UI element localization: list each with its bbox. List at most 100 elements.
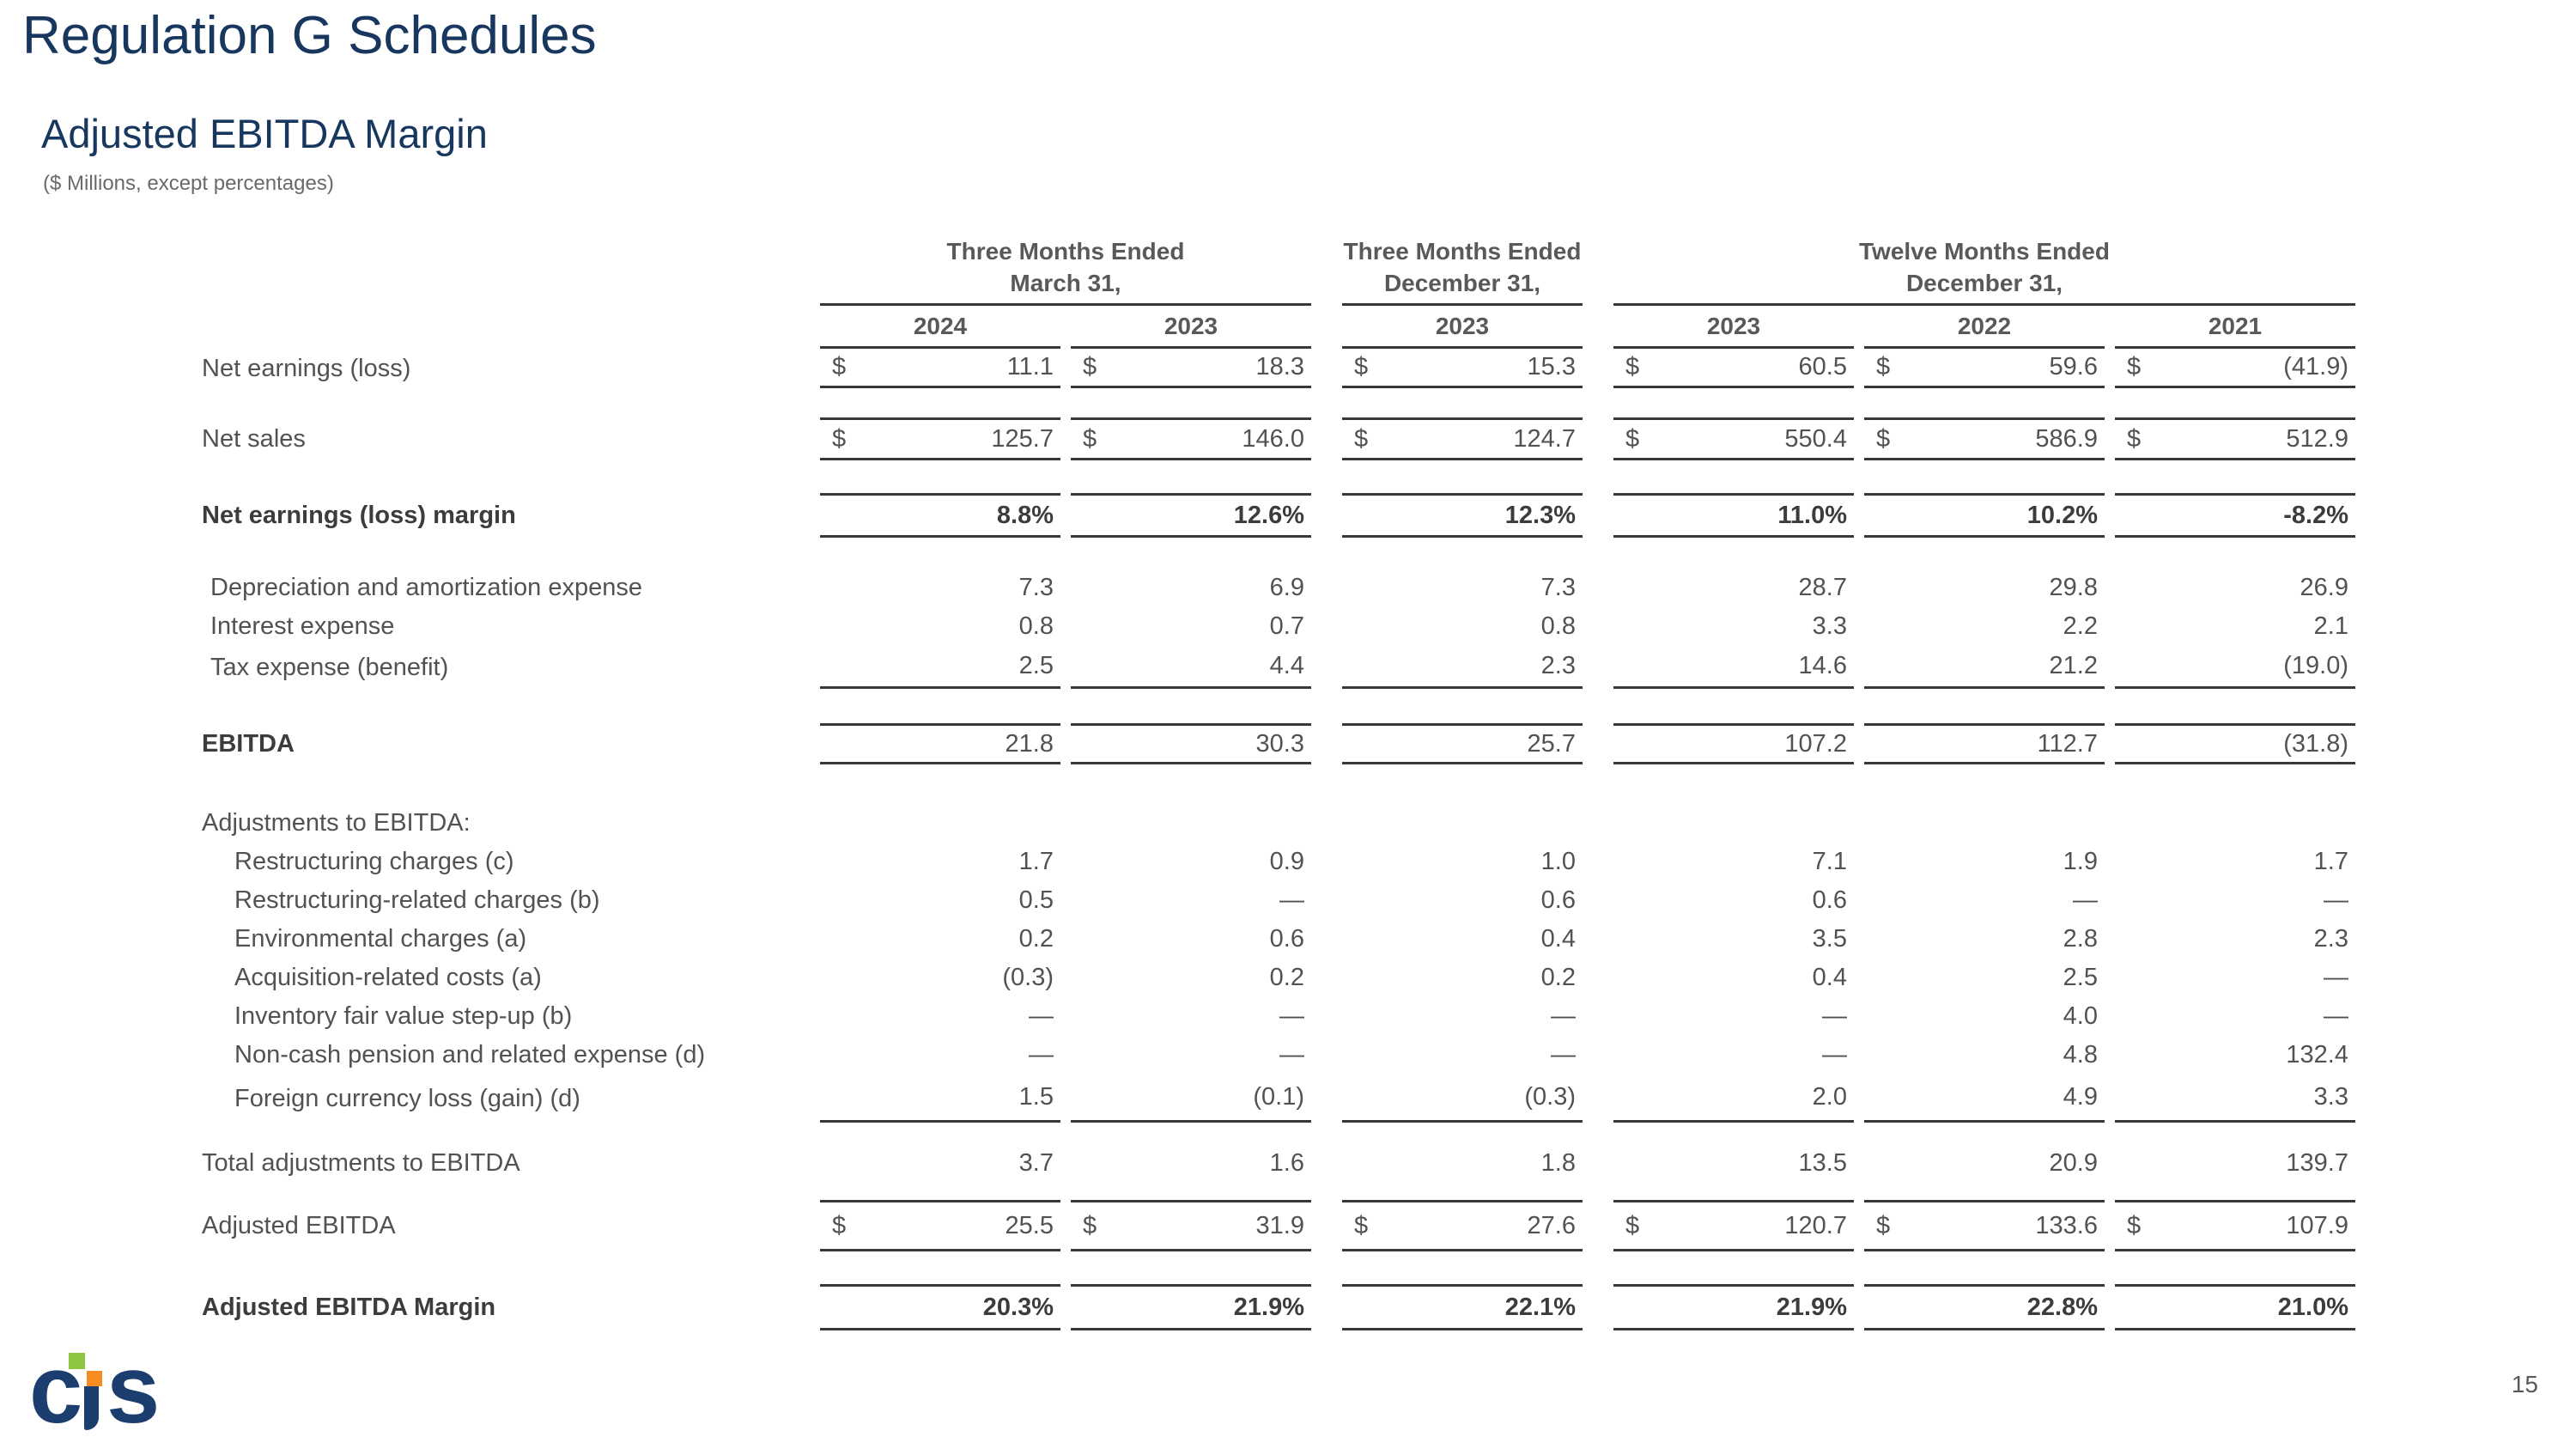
cell-value: 107.9 xyxy=(2286,1211,2348,1239)
currency-symbol: $ xyxy=(2127,424,2142,453)
cell-value: 6.9 xyxy=(1269,574,1304,601)
value-cell: 3.3 xyxy=(2115,1075,2355,1123)
value-cell: 21.2 xyxy=(1864,646,2105,689)
cell-value: — xyxy=(2324,886,2348,914)
row-label: Acquisition-related costs (a) xyxy=(234,964,542,991)
cell-value: 125.7 xyxy=(991,424,1054,453)
value-cell: 0.2 xyxy=(1071,959,1311,997)
cell-value: 512.9 xyxy=(2286,424,2348,453)
cell-value: 124.7 xyxy=(1513,424,1576,453)
value-cell: 3.3 xyxy=(1613,607,1854,646)
cell-value: — xyxy=(1551,1002,1576,1030)
logo-letter-s: s xyxy=(106,1336,160,1443)
cell-value: 2.2 xyxy=(2063,612,2098,640)
value-cell: — xyxy=(1342,997,1583,1036)
value-cell: (19.0) xyxy=(2115,646,2355,689)
row-label: Adjusted EBITDA xyxy=(202,1211,396,1239)
cell-value: 2.0 xyxy=(1812,1083,1847,1111)
value-cell: (0.3) xyxy=(820,959,1060,997)
value-cell: 6.9 xyxy=(1071,569,1311,607)
table-row-ebitda: EBITDA 21.8 30.3 25.7 107.2 112.7 (31.8) xyxy=(202,723,2355,764)
cell-value: 1.0 xyxy=(1540,848,1576,875)
cell-value: 11.0% xyxy=(1777,501,1847,529)
table-row-total-adjustments: Total adjustments to EBITDA 3.7 1.6 1.8 … xyxy=(202,1142,2355,1184)
value-cell: $ (41.9) xyxy=(2115,349,2355,388)
value-cell: 0.6 xyxy=(1613,881,1854,920)
table-row-adjusted-ebitda-margin: Adjusted EBITDA Margin 20.3% 21.9% 22.1%… xyxy=(202,1284,2355,1330)
value-cell: 4.4 xyxy=(1071,646,1311,689)
cell-value: 2.5 xyxy=(1018,652,1054,679)
value-cell: 2.5 xyxy=(820,646,1060,689)
table-row-restructuring-related-charges: Restructuring-related charges (b) 0.5 — … xyxy=(202,881,2355,920)
row-label: Total adjustments to EBITDA xyxy=(202,1148,520,1177)
value-cell: $18.3 xyxy=(1071,349,1311,388)
cell-value: — xyxy=(2324,964,2348,991)
cell-value: 1.7 xyxy=(1018,848,1054,875)
table-row-adjusted-ebitda: Adjusted EBITDA $25.5 $31.9 $27.6 $120.7… xyxy=(202,1200,2355,1251)
row-label: Inventory fair value step-up (b) xyxy=(234,1002,573,1030)
row-label: Depreciation and amortization expense xyxy=(210,574,642,601)
cell-value: (41.9) xyxy=(2283,353,2348,381)
value-cell: (0.3) xyxy=(1342,1075,1583,1123)
currency-symbol: $ xyxy=(1625,1211,1640,1239)
cell-value: — xyxy=(2324,1002,2348,1030)
value-cell: 22.8% xyxy=(1864,1284,2105,1330)
cell-value: 1.6 xyxy=(1269,1148,1304,1177)
cell-value: 1.8 xyxy=(1540,1148,1576,1177)
cell-value: (0.3) xyxy=(1002,964,1054,991)
value-cell: 1.9 xyxy=(1864,843,2105,881)
page-title: Regulation G Schedules xyxy=(22,6,597,65)
value-cell: — xyxy=(2115,881,2355,920)
table-row-inventory-fair-value-step-up: Inventory fair value step-up (b) — — — —… xyxy=(202,997,2355,1036)
cell-value: 1.5 xyxy=(1018,1083,1054,1111)
ebitda-reconciliation-table: Three Months Ended March 31, Three Month… xyxy=(202,230,2355,1330)
value-cell: — xyxy=(1071,881,1311,920)
cell-value: 26.9 xyxy=(2300,574,2348,601)
value-cell: 4.8 xyxy=(1864,1036,2105,1075)
value-cell: 30.3 xyxy=(1071,723,1311,764)
cell-value: 20.3% xyxy=(982,1293,1054,1321)
value-cell: — xyxy=(1071,1036,1311,1075)
cell-value: 4.0 xyxy=(2063,1002,2098,1030)
value-cell: $124.7 xyxy=(1342,417,1583,460)
value-cell: 0.5 xyxy=(820,881,1060,920)
cell-value: 0.2 xyxy=(1540,964,1576,991)
cell-value: 60.5 xyxy=(1798,353,1847,381)
value-cell: $125.7 xyxy=(820,417,1060,460)
currency-symbol: $ xyxy=(1625,353,1640,381)
table-row-adjustments-header: Adjustments to EBITDA: xyxy=(202,804,2355,843)
cell-value: 3.5 xyxy=(1812,925,1847,953)
cell-value: 22.1% xyxy=(1504,1293,1576,1321)
value-cell: 112.7 xyxy=(1864,723,2105,764)
row-label: Adjusted EBITDA Margin xyxy=(202,1293,496,1321)
value-cell: $11.1 xyxy=(820,349,1060,388)
cell-value: — xyxy=(1279,886,1304,914)
value-cell: (0.1) xyxy=(1071,1075,1311,1123)
cell-value: 120.7 xyxy=(1784,1211,1847,1239)
currency-symbol: $ xyxy=(1083,424,1097,453)
value-cell: $60.5 xyxy=(1613,349,1854,388)
cell-value: 0.2 xyxy=(1269,964,1304,991)
currency-symbol: $ xyxy=(1083,353,1097,381)
table-row-net-earnings-margin: Net earnings (loss) margin 8.8% 12.6% 12… xyxy=(202,493,2355,538)
value-cell: $120.7 xyxy=(1613,1200,1854,1251)
value-cell: 139.7 xyxy=(2115,1142,2355,1184)
cell-value: — xyxy=(1029,1002,1054,1030)
table-row-depreciation-amortization: Depreciation and amortization expense 7.… xyxy=(202,569,2355,607)
cell-value: 11.1 xyxy=(1006,353,1054,381)
cell-value: 7.3 xyxy=(1018,574,1054,601)
row-label: Restructuring charges (c) xyxy=(234,848,514,875)
value-cell: $31.9 xyxy=(1071,1200,1311,1251)
value-cell: 0.7 xyxy=(1071,607,1311,646)
cell-value: — xyxy=(1822,1041,1847,1068)
table-row-interest-expense: Interest expense 0.8 0.7 0.8 3.3 2.2 2.1 xyxy=(202,607,2355,646)
value-cell: 2.2 xyxy=(1864,607,2105,646)
value-cell: — xyxy=(820,1036,1060,1075)
cell-value: 0.6 xyxy=(1269,925,1304,953)
row-label: Foreign currency loss (gain) (d) xyxy=(234,1084,580,1112)
cell-value: 112.7 xyxy=(2037,729,2098,758)
cell-value: 146.0 xyxy=(1242,424,1304,453)
value-cell: 12.6% xyxy=(1071,493,1311,538)
cell-value: 14.6 xyxy=(1798,652,1847,679)
